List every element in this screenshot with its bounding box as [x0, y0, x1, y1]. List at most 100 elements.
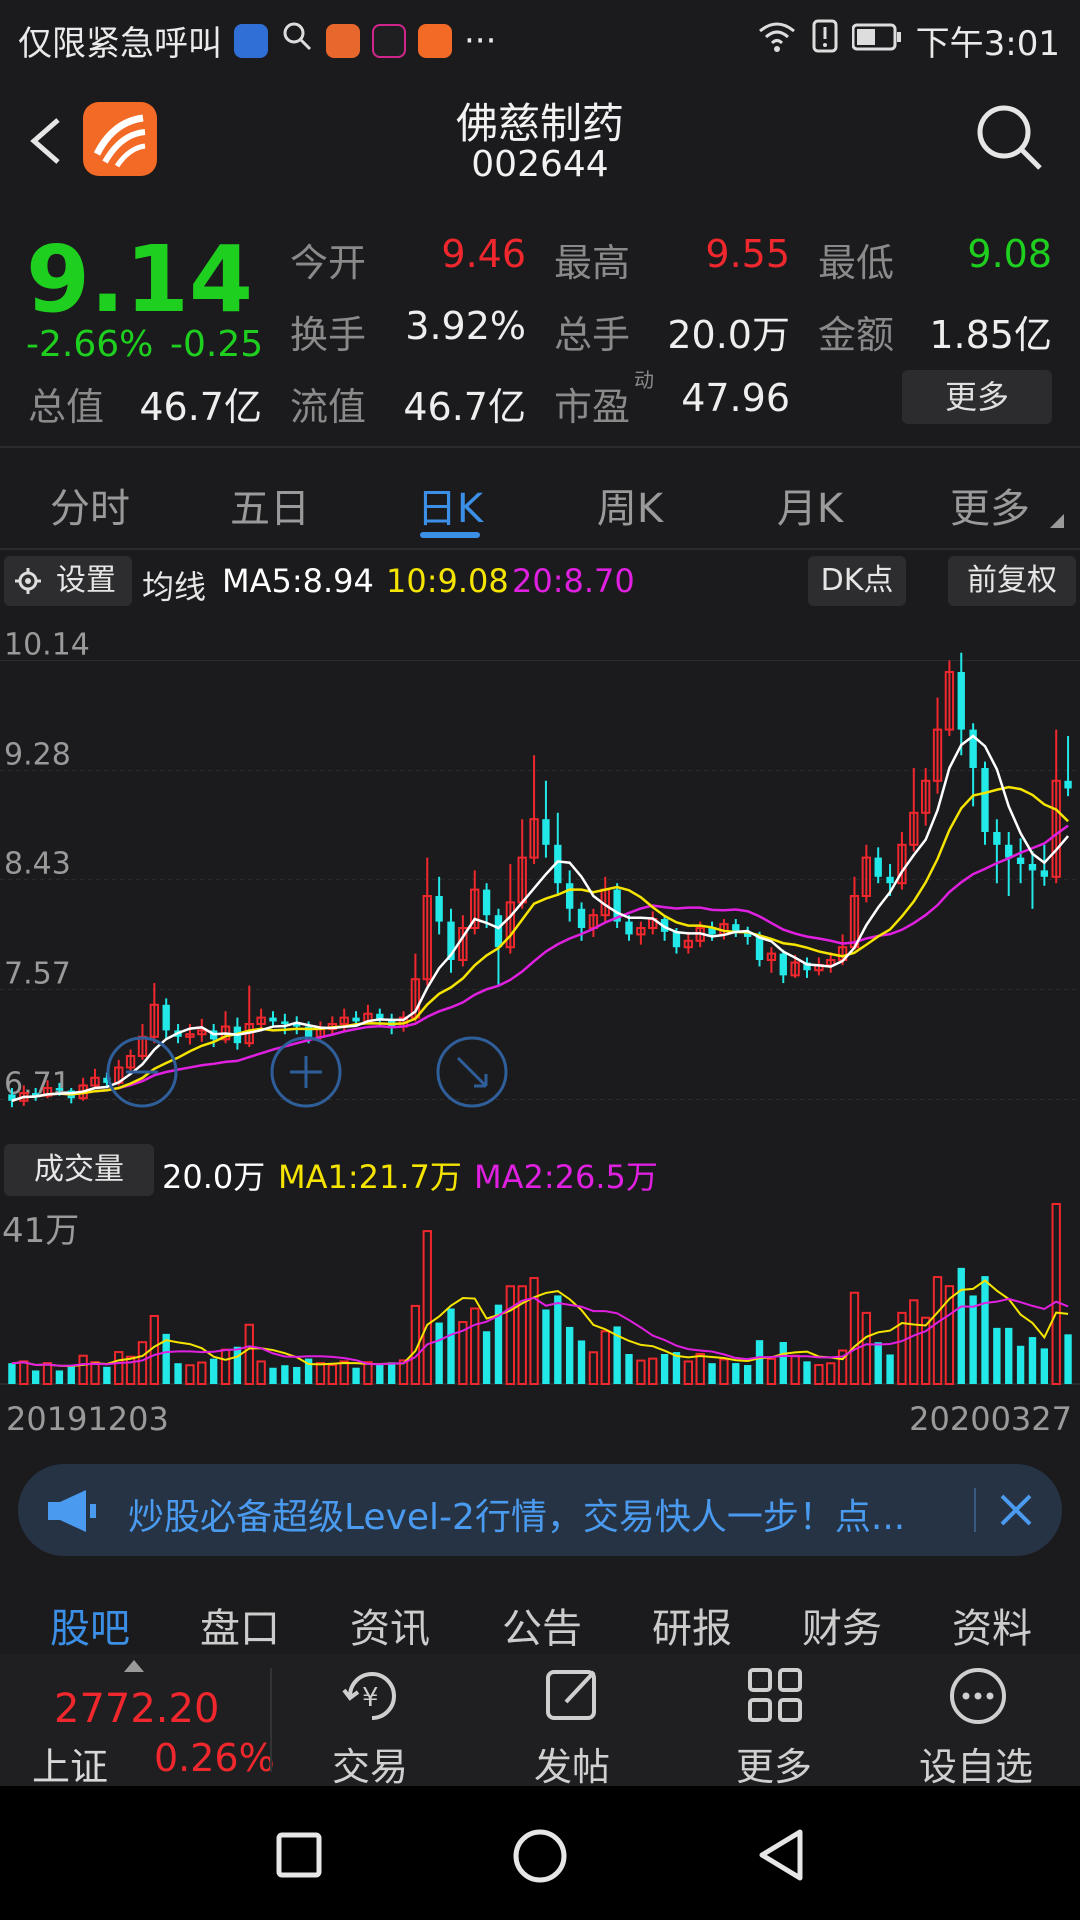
- volume-bar-up: [1051, 1203, 1061, 1385]
- candle-up: [944, 671, 955, 731]
- volume-bar-up: [517, 1285, 527, 1385]
- tab-order-book[interactable]: 盘口: [200, 1606, 280, 1652]
- home-icon[interactable]: [512, 1828, 568, 1884]
- y-axis-label: 9.28: [4, 738, 71, 773]
- volume-bar-up: [339, 1360, 349, 1386]
- tab-financials[interactable]: 财务: [802, 1606, 882, 1652]
- close-icon[interactable]: [998, 1492, 1034, 1528]
- volume-legend-row: 成交量 20.0万 MA1:21.7万 MA2:26.5万: [0, 1142, 1080, 1198]
- index-ticker[interactable]: 2772.20 上证 0.26%: [0, 1654, 275, 1789]
- volume-bar-down: [233, 1346, 242, 1384]
- volume-bar-down: [494, 1304, 503, 1384]
- candle-up: [920, 779, 931, 814]
- candle-down: [494, 915, 503, 948]
- volume-bar-down: [376, 1364, 384, 1384]
- candle-up: [149, 1003, 160, 1038]
- volume-ma2-line: [11, 1296, 1069, 1367]
- candle-up: [529, 818, 539, 859]
- search-status-icon: [280, 19, 314, 62]
- more-tools-button[interactable]: 更多: [694, 1654, 854, 1789]
- more-quote-button[interactable]: 更多: [902, 370, 1052, 424]
- post-button[interactable]: 发帖: [492, 1654, 652, 1789]
- promo-banner[interactable]: 炒股必备超级Level-2行情，交易快人一步！点...: [18, 1464, 1062, 1556]
- candle-up: [197, 1029, 207, 1036]
- current-price: 9.14: [26, 226, 253, 333]
- volume-bar-up: [125, 1355, 136, 1385]
- volume-bar-down: [293, 1366, 301, 1384]
- tab-profile[interactable]: 资料: [952, 1606, 1032, 1652]
- volume-indicator-button[interactable]: 成交量: [4, 1144, 154, 1196]
- volume-bar-down: [542, 1309, 550, 1384]
- tab-announcements[interactable]: 公告: [502, 1606, 582, 1652]
- tab-five-day[interactable]: 五日: [230, 486, 310, 532]
- volume-ma1-line: [11, 1279, 1069, 1368]
- candlestick-chart[interactable]: 10.149.288.437.576.71: [0, 612, 1080, 1140]
- volume-bar-up: [398, 1359, 409, 1386]
- more-tools-label: 更多: [735, 1745, 812, 1789]
- adjust-button[interactable]: 前复权: [948, 556, 1076, 606]
- volume-bar-down: [743, 1365, 752, 1384]
- tab-monthly-k[interactable]: 月K: [776, 486, 844, 532]
- tab-weekly-k[interactable]: 周K: [596, 486, 664, 532]
- tab-news[interactable]: 资讯: [350, 1606, 430, 1652]
- open-value: 9.46: [441, 232, 526, 276]
- candle-down: [482, 889, 491, 916]
- amount-value: 1.85亿: [929, 313, 1052, 357]
- add-watchlist-button[interactable]: 设自选: [896, 1654, 1056, 1789]
- volume-bar-up: [932, 1276, 943, 1385]
- volume-chart[interactable]: 41万: [0, 1198, 1080, 1388]
- ma5-line: [11, 734, 1070, 1102]
- volume-label: 总手: [554, 313, 631, 357]
- volume-bar-up: [600, 1330, 610, 1386]
- low-label: 最低: [818, 241, 895, 285]
- back-nav-icon[interactable]: [756, 1828, 806, 1882]
- volume-bar-down: [660, 1354, 669, 1384]
- status-bar: 仅限紧急呼叫 ··· 下午3:01: [0, 0, 1080, 76]
- change-amount: -0.25: [170, 324, 264, 365]
- caret-up-icon: [124, 1660, 144, 1672]
- candle-down: [803, 962, 811, 971]
- volume-bar-down: [447, 1308, 455, 1384]
- candle-up: [185, 1033, 195, 1038]
- search-icon[interactable]: [974, 102, 1046, 174]
- volume-bar-up: [137, 1341, 148, 1385]
- ma20-value: 20:8.70: [512, 562, 635, 600]
- volume-bar-up: [636, 1359, 646, 1385]
- fullscreen-icon[interactable]: [436, 1036, 508, 1108]
- recent-apps-icon[interactable]: [276, 1832, 322, 1878]
- volume-bar-up: [505, 1285, 516, 1385]
- candle-down: [1016, 857, 1025, 864]
- candle-down: [969, 729, 977, 768]
- tab-research[interactable]: 研报: [652, 1606, 732, 1652]
- tab-more[interactable]: 更多: [950, 486, 1030, 532]
- volume-bar-down: [886, 1354, 894, 1384]
- volume-bar-up: [42, 1362, 53, 1385]
- trade-button[interactable]: ¥ 交易: [290, 1654, 450, 1789]
- chart-settings-button[interactable]: 设置: [4, 556, 132, 606]
- zoom-in-icon[interactable]: [270, 1036, 342, 1108]
- candle-down: [55, 1088, 64, 1091]
- back-icon[interactable]: [26, 116, 66, 166]
- volume-bar-down: [67, 1364, 75, 1384]
- volume-bar-up: [814, 1364, 824, 1385]
- tab-more-corner-icon: [1050, 514, 1064, 528]
- tab-daily-k[interactable]: 日K: [416, 486, 484, 532]
- candle-down: [708, 928, 716, 935]
- candle-down: [874, 857, 882, 877]
- volume-bar-up: [719, 1358, 729, 1386]
- volume-bar-down: [1005, 1327, 1013, 1384]
- candle-up: [42, 1087, 53, 1097]
- volume-bar-up: [256, 1360, 266, 1386]
- tab-guba[interactable]: 股吧: [50, 1606, 130, 1652]
- zoom-out-icon[interactable]: [106, 1036, 178, 1108]
- volume-bar-down: [981, 1276, 989, 1384]
- bottom-toolbar: 2772.20 上证 0.26% ¥ 交易 发帖 更多 设自选: [0, 1654, 1080, 1789]
- eastmoney-logo[interactable]: [83, 102, 157, 176]
- dk-point-button[interactable]: DK点: [808, 556, 906, 606]
- volume-bar-down: [625, 1354, 633, 1384]
- tab-intraday[interactable]: 分时: [50, 486, 130, 532]
- volume-bar-up: [197, 1361, 207, 1385]
- volume-bar-up: [648, 1357, 658, 1385]
- volume-value: 20.0万: [667, 313, 790, 357]
- candle-down: [981, 768, 989, 832]
